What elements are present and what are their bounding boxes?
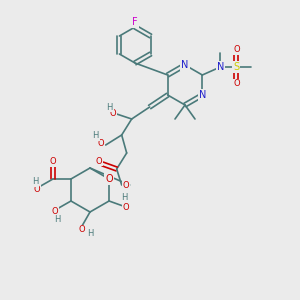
Text: H: H <box>54 214 60 224</box>
Text: H: H <box>121 194 127 202</box>
Text: O: O <box>123 202 129 211</box>
Text: O: O <box>95 157 102 166</box>
Text: O: O <box>233 46 240 55</box>
Text: O: O <box>79 226 85 235</box>
Text: O: O <box>110 110 116 118</box>
Text: S: S <box>233 62 239 72</box>
Text: O: O <box>34 184 40 194</box>
Text: O: O <box>50 158 56 166</box>
Text: H: H <box>32 178 38 187</box>
Text: H: H <box>87 230 93 238</box>
Text: H: H <box>92 131 99 140</box>
Text: N: N <box>199 90 206 100</box>
Text: O: O <box>122 181 129 190</box>
Text: F: F <box>132 17 138 27</box>
Text: O: O <box>233 80 240 88</box>
Text: O: O <box>105 174 113 184</box>
Text: O: O <box>98 139 104 148</box>
Text: O: O <box>52 206 58 215</box>
Text: N: N <box>181 60 189 70</box>
Text: H: H <box>106 103 113 112</box>
Text: N: N <box>217 62 224 72</box>
